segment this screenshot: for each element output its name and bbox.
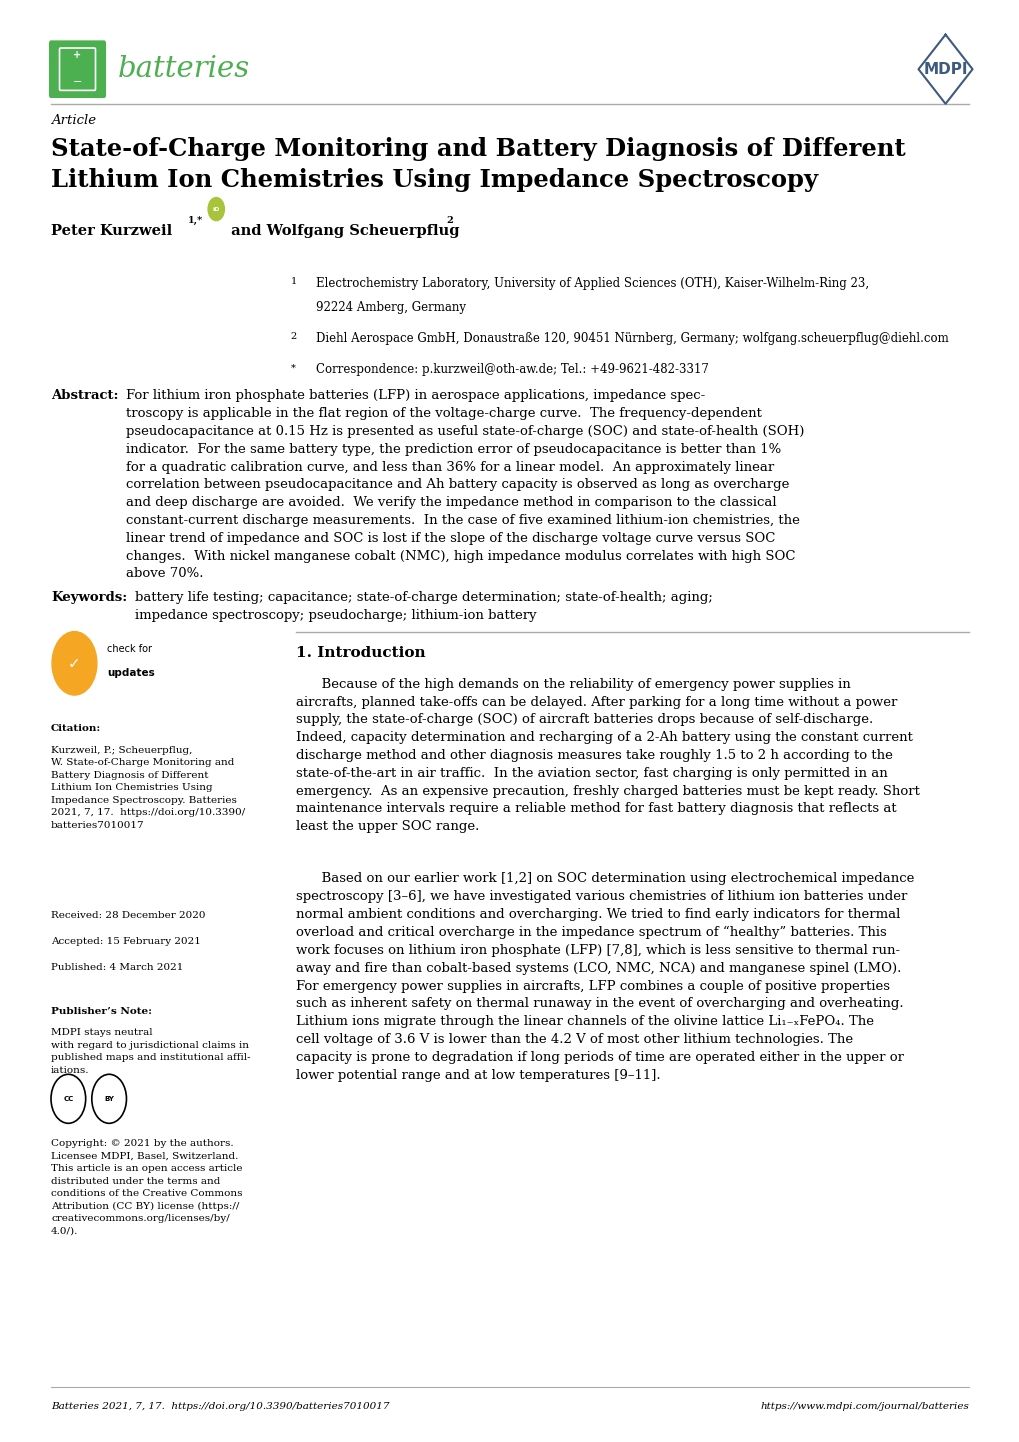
Text: 1: 1 — [290, 277, 297, 286]
Text: 1. Introduction: 1. Introduction — [296, 646, 425, 660]
Text: Article: Article — [51, 114, 96, 127]
Text: Because of the high demands on the reliability of emergency power supplies in
ai: Because of the high demands on the relia… — [296, 678, 919, 833]
Text: battery life testing; capacitance; state-of-charge determination; state-of-healt: battery life testing; capacitance; state… — [135, 591, 712, 622]
Text: For lithium iron phosphate batteries (LFP) in aerospace applications, impedance : For lithium iron phosphate batteries (LF… — [126, 389, 804, 580]
Text: Copyright: © 2021 by the authors.
Licensee MDPI, Basel, Switzerland.
This articl: Copyright: © 2021 by the authors. Licens… — [51, 1139, 243, 1236]
Text: −: − — [72, 78, 83, 87]
Text: updates: updates — [107, 669, 155, 678]
Text: Electrochemistry Laboratory, University of Applied Sciences (OTH), Kaiser-Wilhel: Electrochemistry Laboratory, University … — [316, 277, 868, 290]
Text: Received: 28 December 2020: Received: 28 December 2020 — [51, 911, 205, 920]
Text: MDPI: MDPI — [922, 62, 967, 76]
Text: Published: 4 March 2021: Published: 4 March 2021 — [51, 963, 183, 972]
Text: check for: check for — [107, 645, 152, 653]
Text: batteries: batteries — [117, 55, 250, 84]
Text: Keywords:: Keywords: — [51, 591, 127, 604]
Text: *: * — [290, 363, 296, 372]
Text: BY: BY — [104, 1096, 114, 1102]
Text: State-of-Charge Monitoring and Battery Diagnosis of Different
Lithium Ion Chemis: State-of-Charge Monitoring and Battery D… — [51, 137, 905, 192]
Text: Accepted: 15 February 2021: Accepted: 15 February 2021 — [51, 937, 201, 946]
Circle shape — [208, 198, 224, 221]
Text: and Wolfgang Scheuerpflug: and Wolfgang Scheuerpflug — [226, 224, 460, 238]
Text: https://www.mdpi.com/journal/batteries: https://www.mdpi.com/journal/batteries — [759, 1402, 968, 1410]
Text: +: + — [73, 49, 82, 59]
Text: Kurzweil, P.; Scheuerpflug,
W. State-of-Charge Monitoring and
Battery Diagnosis : Kurzweil, P.; Scheuerpflug, W. State-of-… — [51, 746, 245, 829]
Text: Correspondence: p.kurzweil@oth-aw.de; Tel.: +49-9621-482-3317: Correspondence: p.kurzweil@oth-aw.de; Te… — [316, 363, 708, 376]
Text: 2: 2 — [446, 216, 453, 225]
Text: ✓: ✓ — [68, 656, 81, 671]
Text: Based on our earlier work [1,2] on SOC determination using electrochemical imped: Based on our earlier work [1,2] on SOC d… — [296, 872, 913, 1082]
Circle shape — [52, 632, 97, 695]
Text: Publisher’s Note:: Publisher’s Note: — [51, 1007, 152, 1015]
Text: 1,*: 1,* — [187, 216, 203, 225]
FancyBboxPatch shape — [49, 40, 106, 98]
Text: Abstract:: Abstract: — [51, 389, 118, 402]
Text: iD: iD — [212, 206, 220, 212]
Text: Peter Kurzweil: Peter Kurzweil — [51, 224, 172, 238]
Text: Batteries 2021, 7, 17.  https://doi.org/10.3390/batteries7010017: Batteries 2021, 7, 17. https://doi.org/1… — [51, 1402, 389, 1410]
Text: 92224 Amberg, Germany: 92224 Amberg, Germany — [316, 301, 466, 314]
Text: MDPI stays neutral
with regard to jurisdictional claims in
published maps and in: MDPI stays neutral with regard to jurisd… — [51, 1028, 251, 1074]
Text: CC: CC — [63, 1096, 73, 1102]
Text: Diehl Aerospace GmbH, Donaustraße 120, 90451 Nürnberg, Germany; wolfgang.scheuer: Diehl Aerospace GmbH, Donaustraße 120, 9… — [316, 332, 948, 345]
Text: Citation:: Citation: — [51, 724, 101, 733]
Text: 2: 2 — [290, 332, 297, 340]
